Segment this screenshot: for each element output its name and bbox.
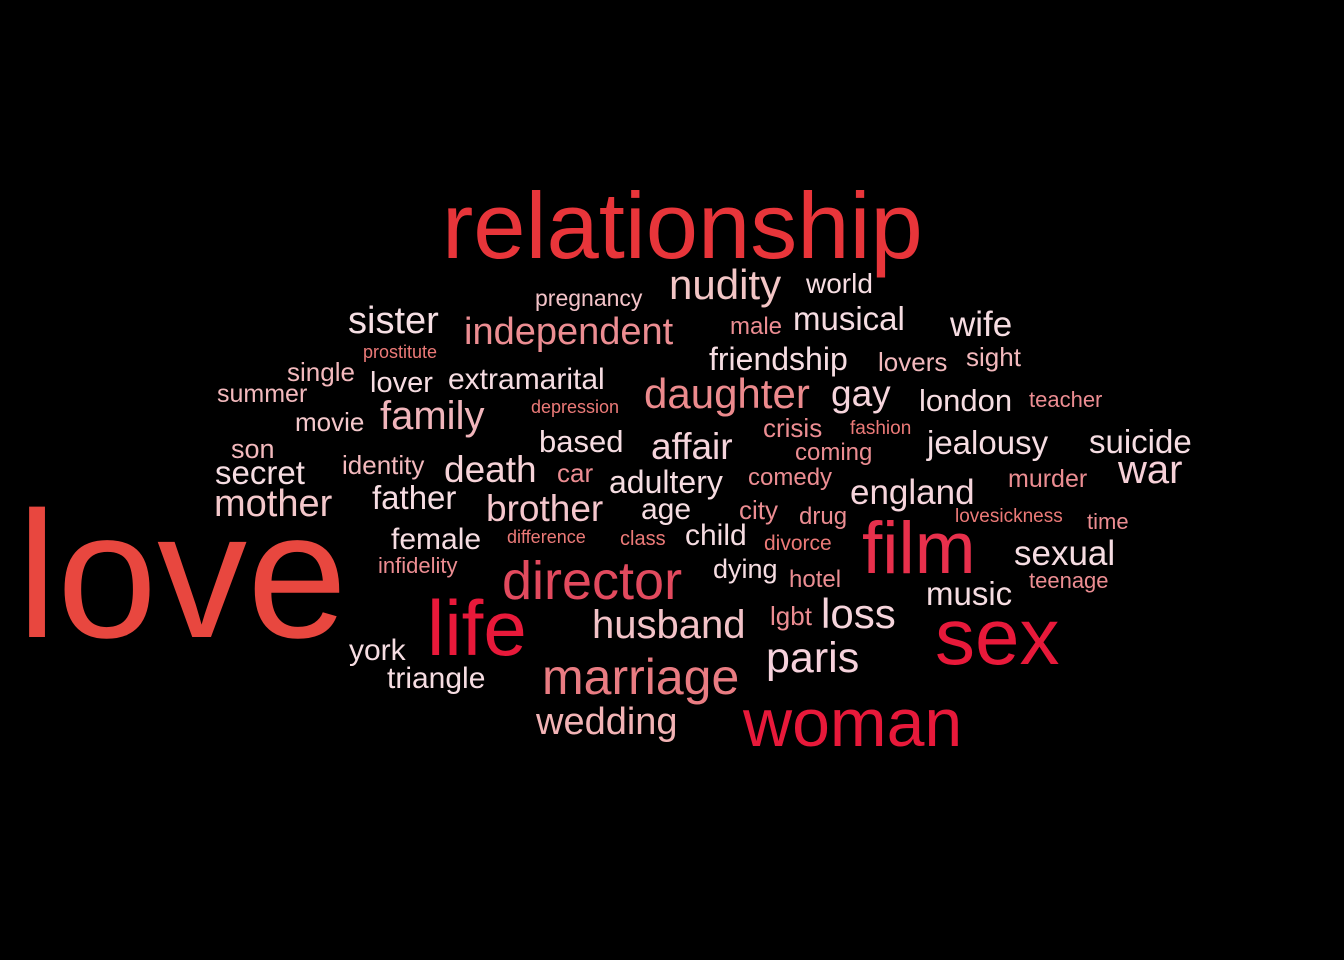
word-adultery: adultery: [609, 464, 723, 500]
word-secret: secret: [215, 454, 305, 491]
word-york: york: [349, 634, 406, 667]
word-male: male: [730, 313, 783, 340]
word-family: family: [380, 394, 485, 438]
word-film: film: [862, 508, 976, 589]
word-depression: depression: [531, 397, 620, 417]
word-relationship: relationship: [442, 173, 923, 278]
word-prostitute: prostitute: [363, 342, 438, 362]
word-comedy: comedy: [748, 464, 833, 491]
word-summer: summer: [217, 380, 308, 408]
word-fashion: fashion: [850, 418, 912, 439]
word-husband: husband: [592, 603, 746, 647]
word-mother: mother: [214, 483, 333, 525]
word-city: city: [739, 495, 778, 525]
word-movie: movie: [295, 407, 365, 437]
word-loss: loss: [821, 590, 896, 637]
word-based: based: [539, 424, 624, 459]
word-affair: affair: [651, 426, 733, 467]
word-sex: sex: [935, 592, 1060, 681]
word-gay: gay: [831, 373, 891, 414]
word-independent: independent: [464, 311, 674, 353]
word-age: age: [641, 493, 692, 526]
word-sexual: sexual: [1014, 534, 1116, 573]
word-daughter: daughter: [644, 370, 810, 417]
word-triangle: triangle: [387, 662, 486, 695]
word-love: love: [17, 475, 348, 676]
word-child: child: [685, 519, 747, 552]
word-lovers: lovers: [878, 347, 948, 377]
word-lgbt: lgbt: [770, 601, 812, 631]
word-single: single: [287, 357, 355, 387]
word-director: director: [502, 551, 683, 611]
word-woman: woman: [743, 685, 963, 761]
word-marriage: marriage: [542, 649, 740, 705]
word-wedding: wedding: [536, 701, 678, 743]
word-dying: dying: [713, 554, 778, 584]
word-brother: brother: [486, 488, 604, 529]
word-difference: difference: [507, 527, 586, 547]
word-war: war: [1118, 448, 1183, 492]
word-musical: musical: [793, 300, 905, 337]
word-teacher: teacher: [1029, 387, 1103, 412]
word-coming: coming: [795, 439, 873, 466]
word-paris: paris: [766, 634, 860, 682]
word-friendship: friendship: [709, 341, 848, 377]
word-jealousy: jealousy: [927, 424, 1049, 461]
word-extramarital: extramarital: [448, 363, 605, 396]
word-son: son: [231, 434, 275, 464]
word-infidelity: infidelity: [378, 553, 458, 578]
word-sight: sight: [966, 342, 1021, 372]
word-life: life: [427, 584, 527, 672]
word-england: england: [850, 473, 975, 512]
word-crisis: crisis: [763, 413, 823, 443]
word-divorce: divorce: [764, 532, 832, 555]
word-music: music: [926, 575, 1013, 612]
word-drug: drug: [799, 503, 848, 530]
word-hotel: hotel: [789, 566, 842, 593]
word-world: world: [806, 268, 873, 299]
word-nudity: nudity: [669, 261, 782, 308]
word-identity: identity: [342, 450, 425, 480]
word-time: time: [1087, 509, 1129, 534]
word-suicide: suicide: [1089, 423, 1192, 460]
word-female: female: [391, 523, 482, 556]
word-lovesickness: lovesickness: [955, 506, 1063, 527]
word-class: class: [620, 528, 666, 550]
word-sister: sister: [348, 300, 439, 342]
word-death: death: [444, 449, 537, 490]
word-pregnancy: pregnancy: [535, 285, 643, 311]
word-murder: murder: [1008, 465, 1088, 493]
word-father: father: [372, 479, 457, 516]
word-car: car: [557, 458, 594, 488]
word-wife: wife: [950, 305, 1013, 344]
word-lover: lover: [370, 367, 433, 399]
word-london: london: [919, 383, 1013, 418]
word-teenage: teenage: [1029, 568, 1109, 593]
